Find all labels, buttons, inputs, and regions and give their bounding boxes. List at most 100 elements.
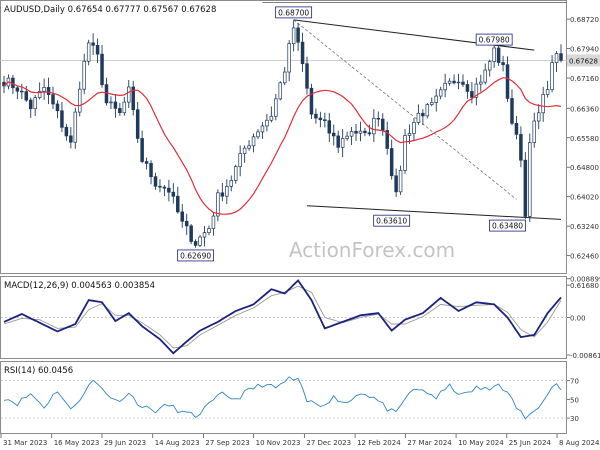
candle-body [447,80,452,84]
candle-body [207,228,211,233]
candle-body [461,81,465,85]
candle-body [300,41,305,65]
candle-body [331,132,336,137]
candle-body [496,47,501,63]
moving-average-line [3,77,562,215]
channel-lower-line [306,205,562,220]
x-tick-label: 25 Jun 2024 [509,439,552,447]
candle-body [42,87,46,92]
price-annotation-box [373,214,411,227]
x-tick-label: 31 Mar 2023 [3,439,47,447]
fe-level-label: FE 100.0 [530,0,563,2]
price-annotation: 0.67980 [479,36,510,45]
candle-body [140,138,144,162]
candle-body [465,84,470,92]
macd-label: MACD(12,26,9) 0.004563 0.003854 [4,281,155,291]
candle-body [113,101,118,109]
candle-body [358,130,363,134]
candle-body [100,53,104,85]
candle-body [171,191,176,197]
rsi-panel-frame [0,361,567,434]
candle-body [403,135,407,171]
candle-body [189,225,193,242]
candle-body [528,142,532,217]
candle-body [69,135,73,143]
price-y-tick-label: 0.68720 [570,16,599,24]
candle-body [532,120,537,143]
candle-body [349,131,354,137]
candle-body [15,87,20,92]
candle-body [95,44,100,55]
candle-body [149,163,153,178]
candle-body [260,125,265,133]
candle-body [305,63,309,89]
rsi-label: RSI(14) 60.0456 [4,366,73,376]
candle-body [135,109,140,139]
x-tick-label: 12 Feb 2024 [357,439,401,447]
candle-body [381,118,385,131]
candle-body [372,117,376,135]
macd-y-tick-label: 0.008899 [570,276,600,284]
price-y-tick-label: 0.62460 [570,253,599,261]
price-y-tick-label: 0.63240 [570,223,599,231]
candle-body [180,211,184,222]
candle-body [345,135,349,139]
last-price-box [567,54,600,67]
candle-body [519,134,523,161]
candle-body [82,60,86,90]
price-annotation-box [475,33,513,46]
candle-body [296,27,300,43]
candle-body [51,94,55,105]
candle-body [238,153,242,167]
candle-body [118,108,122,114]
candle-body [443,82,447,91]
candle-body [122,101,127,114]
candle-body [340,138,345,148]
price-y-tick-label: 0.65580 [570,135,599,143]
macd-y-tick-label: -0.008612 [570,352,600,360]
candle-body [216,192,220,217]
candle-body [162,186,167,189]
price-annotation-box [489,219,526,232]
price-annotation-box [275,6,313,19]
candle-body [541,94,545,114]
candle-body [505,64,510,99]
candle-body [309,87,314,115]
candle-body [109,101,113,104]
last-price-label: 0.67628 [569,57,598,65]
candle-body [37,90,42,98]
candle-body [251,136,256,147]
candle-body [86,42,91,62]
candle-body [318,117,323,121]
candle-body [144,161,149,164]
candle-body [265,119,269,127]
candle-body [434,95,438,103]
candle-body [456,81,461,84]
candle-body [398,170,403,193]
candle-body [314,113,318,119]
candle-body [336,135,340,148]
price-annotation: 0.68700 [278,8,309,17]
x-tick-label: 27 Sep 2023 [205,439,249,447]
candle-body [127,86,131,103]
candle-body [78,88,82,113]
price-y-tick-label: 0.67160 [570,75,599,83]
candle-body [28,99,33,110]
candle-body [501,62,505,66]
candle-body [323,119,327,122]
candle-body [452,80,456,84]
candle-body [363,130,367,134]
candle-body [421,112,425,117]
candle-body [550,62,554,90]
symbol-label: AUDUSD,Daily 0.67654 0.67777 0.67567 0.6… [4,5,216,15]
candle-body [176,195,180,213]
x-tick-label: 16 May 2023 [54,439,100,447]
candle-body [407,133,412,136]
macd-y-tick-label: 0.00 [570,315,586,323]
rsi-y-tick-label: 50 [570,396,579,404]
x-tick-label: 8 Aug 2024 [559,439,600,447]
candle-body [278,82,283,100]
candle-body [274,98,278,117]
candle-body [291,27,296,44]
